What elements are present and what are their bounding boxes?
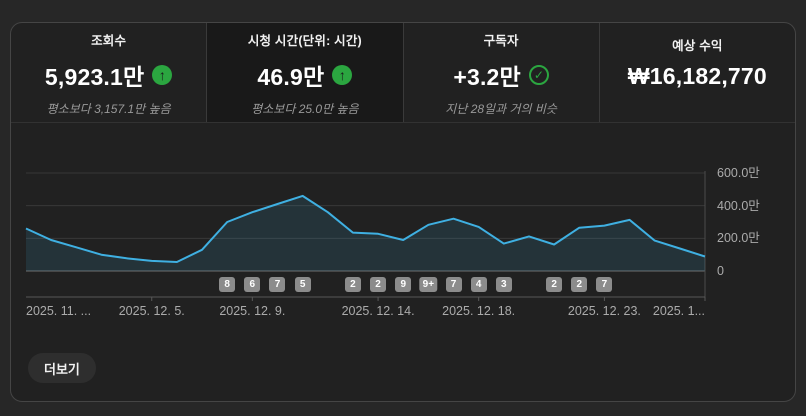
tab-watch-time-label: 시청 시간(단위: 시간) [247,34,362,48]
upload-count-badge[interactable]: 2 [344,277,361,292]
see-more-button[interactable]: 더보기 [28,353,96,383]
tab-views-value-row: 5,923.1만 ↑ [45,58,173,92]
tab-views-subtitle: 평소보다 3,157.1만 높음 [46,102,171,116]
up-arrow-icon: ↑ [332,65,353,85]
y-axis-label: 400.0만 [717,198,760,213]
upload-count-badge[interactable]: 7 [269,277,286,292]
upload-count-badge[interactable]: 2 [546,277,563,292]
upload-count-badge[interactable]: 8 [219,277,236,292]
tab-subscribers-subtitle: 지난 28일과 거의 비슷 [445,102,557,116]
tab-watch-time-value: 46.9만 [257,64,325,90]
x-axis-label: 2025. 12. 5. [118,304,185,318]
upload-count-badge[interactable]: 2 [370,277,387,292]
tab-revenue-label: 예상 수익 [672,39,723,53]
tab-subscribers-label: 구독자 [483,34,519,48]
y-axis-label: 0 [717,264,724,278]
y-axis-label: 600.0만 [717,165,760,180]
tab-watch-time-subtitle: 평소보다 25.0만 높음 [251,102,359,116]
y-axis-label: 200.0만 [717,231,760,246]
tab-subscribers[interactable]: 구독자 +3.2만 ✓ 지난 28일과 거의 비슷 [404,23,600,122]
up-arrow-icon: ↑ [152,65,173,85]
x-axis-label: 2025. 1... [652,304,705,318]
tab-subscribers-value: +3.2만 [453,64,521,90]
upload-count-badge[interactable]: 7 [596,277,613,292]
tab-watch-time-value-row: 46.9만 ↑ [257,58,353,92]
watch-time-trend-chart: 600.0만 400.0만 200.0만 0 2025. 11. ... 2025. 12… [11,123,795,402]
tab-views-value: 5,923.1만 [44,64,145,90]
chart-plot[interactable] [11,123,795,402]
x-axis-label: 2025. 12. 14. [341,304,415,318]
upload-count-badge[interactable]: 7 [445,277,462,292]
upload-count-badge[interactable]: 9+ [419,277,438,292]
tab-revenue-value: ₩16,182,770 [627,63,767,89]
x-axis-label: 2025. 12. 23. [567,304,641,318]
tab-views-label: 조회수 [91,34,127,48]
upload-count-badge[interactable]: 3 [495,277,512,292]
x-axis-label: 2025. 11. ... [26,304,92,318]
x-axis-label: 2025. 12. 18. [442,304,516,318]
tab-subscribers-value-row: +3.2만 ✓ [453,58,549,92]
chart-line [25,194,706,263]
tab-revenue-value-row: ₩16,182,770 [628,63,767,90]
upload-count-badge[interactable]: 4 [470,277,487,292]
x-axis-label: 2025. 12. 9. [219,304,286,318]
check-circle-icon: ✓ [528,65,549,85]
upload-count-badge[interactable]: 6 [244,277,261,292]
upload-count-badge[interactable]: 5 [294,277,311,292]
tab-views[interactable]: 조회수 5,923.1만 ↑ 평소보다 3,157.1만 높음 [11,23,208,122]
upload-count-badge[interactable]: 9 [395,277,412,292]
upload-count-badge[interactable]: 2 [571,277,588,292]
metric-tabs: 조회수 5,923.1만 ↑ 평소보다 3,157.1만 높음 시청 시간(단위… [11,23,795,123]
tab-revenue[interactable]: 예상 수익 ₩16,182,770 [600,23,795,122]
tab-watch-time[interactable]: 시청 시간(단위: 시간) 46.9만 ↑ 평소보다 25.0만 높음 [207,23,404,122]
analytics-card: 조회수 5,923.1만 ↑ 평소보다 3,157.1만 높음 시청 시간(단위… [10,22,796,402]
